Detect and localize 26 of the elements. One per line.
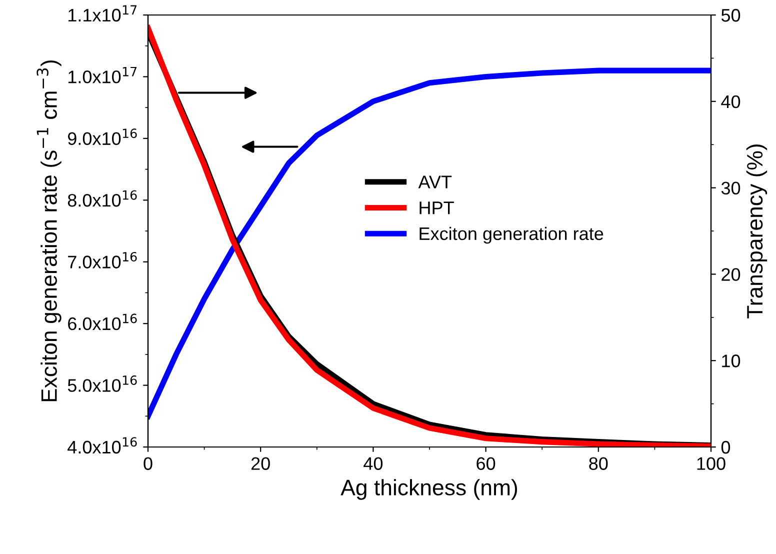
y2-tick-label: 0 bbox=[721, 440, 730, 454]
y2-tick-label: 20 bbox=[722, 268, 740, 281]
legend-label: Exciton generation rate bbox=[420, 226, 604, 244]
y-tick-label: 1.1x10$^{17}$ bbox=[68, 5, 137, 22]
y2-tick-label: 50 bbox=[721, 8, 740, 22]
y-tick-label: 5.0x10$^{16}$ bbox=[68, 375, 137, 392]
x-tick-label: 40 bbox=[364, 457, 383, 470]
x-tick-label: 80 bbox=[589, 457, 608, 470]
y-tick-label: 7.0x10$^{16}$ bbox=[68, 252, 137, 268]
x-axis-title: Ag thickness (nm) bbox=[340, 479, 518, 500]
legend-label: HPT bbox=[420, 202, 454, 214]
legend-label: AVT bbox=[418, 176, 452, 188]
y-tick-label: 9.0x10$^{16}$ bbox=[68, 128, 137, 146]
y2-tick-label: 30 bbox=[721, 182, 740, 195]
x-tick-label: 60 bbox=[476, 457, 496, 470]
y-tick-label: 4.0x10$^{16}$ bbox=[68, 437, 137, 454]
y2-tick-label: 10 bbox=[722, 354, 740, 368]
y-tick-label: 1.0x10$^{17}$ bbox=[68, 67, 137, 84]
x-tick-label: 100 bbox=[697, 457, 726, 470]
x-tick-label: 20 bbox=[251, 457, 270, 470]
y-tick-label: 6.0x10$^{16}$ bbox=[68, 314, 137, 330]
y-tick-label: 8.0x10$^{16}$ bbox=[68, 190, 137, 207]
x-tick-label: 0 bbox=[144, 457, 152, 470]
y2-tick-label: 40 bbox=[721, 95, 740, 108]
y2-axis-title: Transparency (%) bbox=[746, 144, 768, 318]
y-axis-title: Exciton generation rate (s$^{−1}$ cm$^{−3}$) bbox=[36, 60, 62, 402]
